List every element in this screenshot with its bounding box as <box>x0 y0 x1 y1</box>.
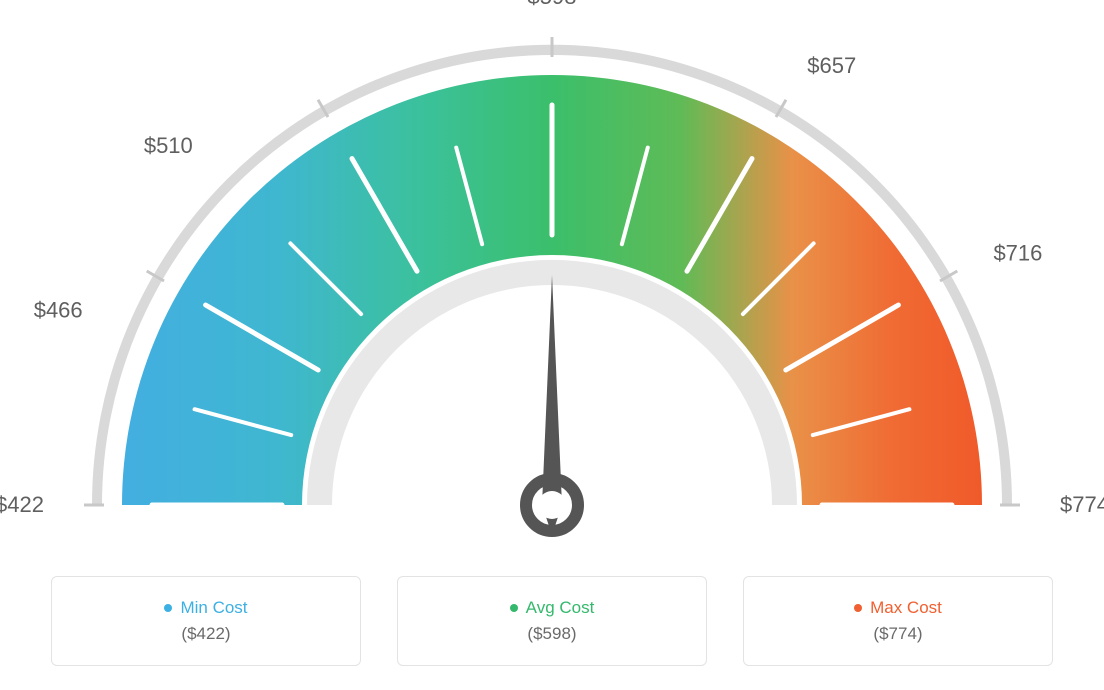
min-cost-value: ($422) <box>181 624 230 644</box>
max-cost-card: Max Cost ($774) <box>743 576 1053 666</box>
max-cost-value: ($774) <box>873 624 922 644</box>
avg-cost-value: ($598) <box>527 624 576 644</box>
gauge-tick-label: $510 <box>144 133 193 158</box>
gauge-tick-label: $466 <box>34 298 83 323</box>
gauge-tick-label: $422 <box>0 492 44 517</box>
avg-cost-card: Avg Cost ($598) <box>397 576 707 666</box>
min-cost-head: Min Cost <box>164 598 247 618</box>
max-cost-head: Max Cost <box>854 598 942 618</box>
avg-cost-head: Avg Cost <box>510 598 595 618</box>
gauge-needle-hub-inner <box>538 491 566 519</box>
legend-cards: Min Cost ($422) Avg Cost ($598) Max Cost… <box>0 576 1104 666</box>
gauge-tick-label: $657 <box>807 53 856 78</box>
avg-dot-icon <box>510 604 518 612</box>
min-cost-label: Min Cost <box>180 598 247 618</box>
max-cost-label: Max Cost <box>870 598 942 618</box>
gauge-area: $422 $466 $510 $598 $657 $716 $774 <box>0 0 1104 555</box>
gauge-tick-label: $716 <box>993 241 1042 266</box>
max-dot-icon <box>854 604 862 612</box>
avg-cost-label: Avg Cost <box>526 598 595 618</box>
gauge-svg: $422 $466 $510 $598 $657 $716 $774 <box>0 0 1104 555</box>
gauge-tick-label: $774 <box>1060 492 1104 517</box>
gauge-tick-label: $598 <box>528 0 577 9</box>
min-cost-card: Min Cost ($422) <box>51 576 361 666</box>
cost-gauge-widget: { "gauge": { "type": "gauge", "min_value… <box>0 0 1104 690</box>
min-dot-icon <box>164 604 172 612</box>
